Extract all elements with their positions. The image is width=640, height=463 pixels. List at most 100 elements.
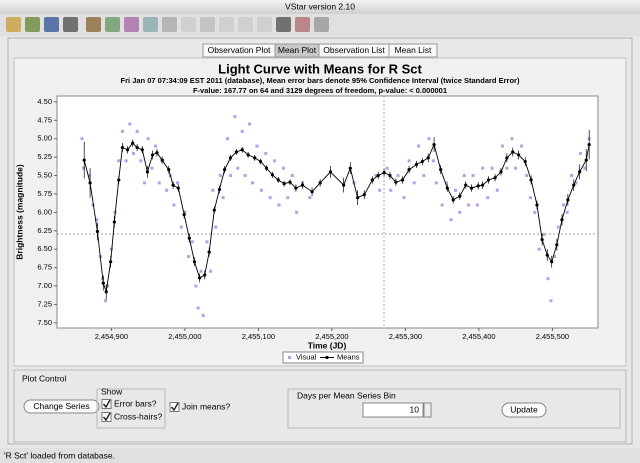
visual-point [243,174,247,178]
toolbar-button[interactable] [25,17,40,32]
mean-point [131,141,135,145]
visual-point [389,188,393,192]
toolbar-button[interactable] [105,17,120,32]
title-bar [0,0,640,14]
button-label: Update [510,404,538,414]
mean-point [400,178,405,182]
visual-point [218,174,222,178]
toolbar-button[interactable] [143,17,158,32]
toolbar-button[interactable] [314,17,329,32]
mean-point [362,193,366,197]
visual-point [422,174,426,178]
bin-spinner[interactable] [362,402,424,418]
mean-point [182,212,186,217]
checkmark [102,412,111,422]
button-label: Change Series [33,401,89,411]
chart-subtitle: F-value: 167.77 on 64 and 3129 degrees o… [193,86,447,95]
visual-point [95,218,99,222]
mean-point [217,187,222,192]
tab-label: Observation List [323,45,385,55]
toolbar-button[interactable] [6,17,21,32]
visual-point [525,174,529,178]
mean-point [451,198,455,202]
toolbar-button[interactable] [181,17,196,32]
mean-point [480,183,485,187]
checkbox[interactable] [101,399,112,409]
toolbar-button[interactable] [295,17,310,32]
visual-point [131,151,135,155]
y-tick-label: 5.00 [37,134,52,143]
update-button[interactable] [501,402,547,418]
toolbar-button[interactable] [44,17,59,32]
toolbar-button[interactable] [276,17,291,32]
visual-point [556,225,560,229]
mean-point [550,260,554,264]
mean-point [88,181,92,185]
tab[interactable] [388,43,438,58]
checkboxes: Error bars? Cross-hairs? Join means? [101,398,230,422]
change-series-button[interactable] [23,399,100,414]
visual-point [481,166,485,170]
x-tick-label: 2,455,200 [315,332,348,341]
mean-point [117,178,121,182]
visual-point [104,299,108,303]
mean-point [234,150,238,154]
visual-point [176,181,180,185]
toolbar-button[interactable] [257,17,272,32]
window-title: VStar version 2.10 [285,1,355,11]
mean-point [240,148,244,152]
x-tick-label: 2,455,000 [168,332,201,341]
mean-point [192,260,197,264]
y-tick-label: 5.75 [37,189,52,198]
visual-point [214,225,218,229]
y-tick-label: 6.25 [37,226,52,235]
y-tick-label: 7.50 [37,318,52,327]
toolbar-button[interactable] [86,17,101,32]
toolbar-button[interactable] [63,17,78,32]
visual-point [542,232,546,236]
toolbar-button[interactable] [124,17,139,32]
x-axis-label: Time (JD) [308,340,347,350]
visual-point [475,203,479,207]
toolbar-button[interactable] [219,17,234,32]
visual-point [549,299,553,303]
mean-point [545,253,549,257]
mean-point [112,220,116,224]
visual-point [255,144,259,148]
visual-point [183,210,187,214]
checkbox[interactable] [169,402,180,412]
mean-point [120,145,125,150]
visual-point [194,284,198,288]
spinner-arrows[interactable] [423,402,432,418]
visual-point [240,129,244,133]
visual-point [165,188,169,192]
visual-point [172,203,176,207]
visual-point [295,210,299,214]
toolbar-button[interactable] [200,17,215,32]
visual-point [142,181,146,185]
visual-point [583,166,587,170]
plot-control-title: Plot Control [22,373,67,383]
mean-point [294,186,298,190]
mean-point [95,229,100,234]
toolbar-button[interactable] [162,17,177,32]
visual-point [236,166,240,170]
mean-point [376,173,380,178]
visual-point [205,240,209,244]
mean-point [469,186,474,190]
visual-point [546,277,550,281]
checkbox[interactable] [101,412,112,422]
toolbar-icons [6,17,329,32]
visual-point [226,137,230,141]
toolbar-button[interactable] [238,17,253,32]
mean-point [493,176,497,180]
mean-point [282,182,286,186]
mean-point [342,183,346,187]
visual-point [290,174,294,178]
visual-point [128,122,132,126]
visual-point [135,129,139,133]
plot-area: 4.50 4.75 5.00 5.25 5.50 5.75 6.00 6.25 6.50 6.75… [37,95,599,341]
mean-point [426,156,430,160]
visual-point [286,196,290,200]
